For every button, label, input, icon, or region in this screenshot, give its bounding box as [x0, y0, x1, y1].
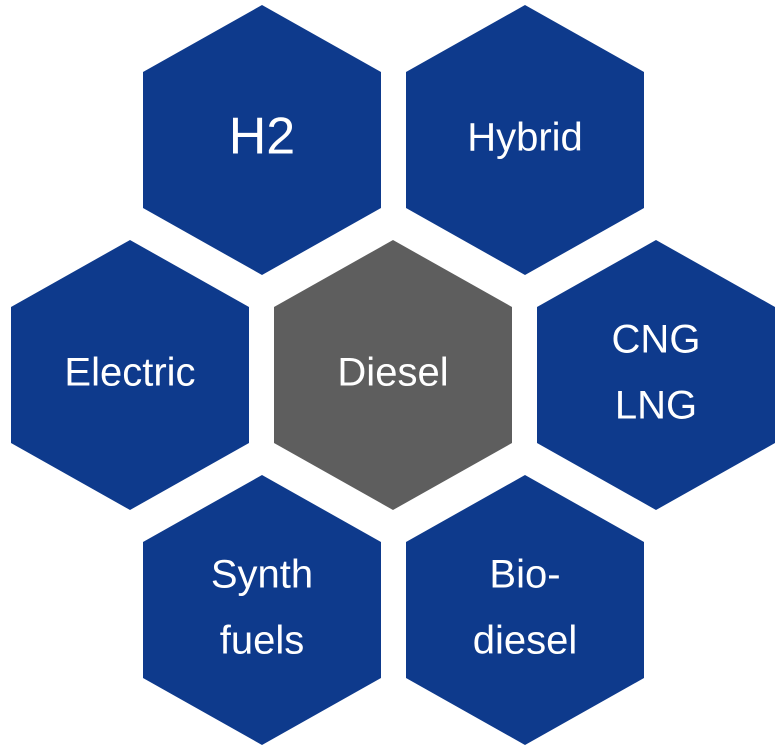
hexagon [274, 240, 512, 510]
hexagon-label: CNG [612, 318, 701, 362]
hexagon-label: LNG [615, 384, 697, 428]
hexagon [143, 5, 381, 275]
hexagon [11, 240, 249, 510]
hexagon [143, 475, 381, 745]
hexagon [406, 475, 644, 745]
hexagon-label: diesel [473, 619, 578, 663]
hexagon-label: Hybrid [467, 116, 583, 160]
hexagon-label: fuels [220, 619, 305, 663]
hexagon-label: Electric [64, 351, 195, 395]
hexagon [537, 240, 775, 510]
hexagon-label: H2 [229, 108, 295, 166]
hexagon-label: Bio- [489, 553, 560, 597]
hexagon [406, 5, 644, 275]
hexagon-label: Synth [211, 553, 313, 597]
hexagon-label: Diesel [337, 351, 448, 395]
